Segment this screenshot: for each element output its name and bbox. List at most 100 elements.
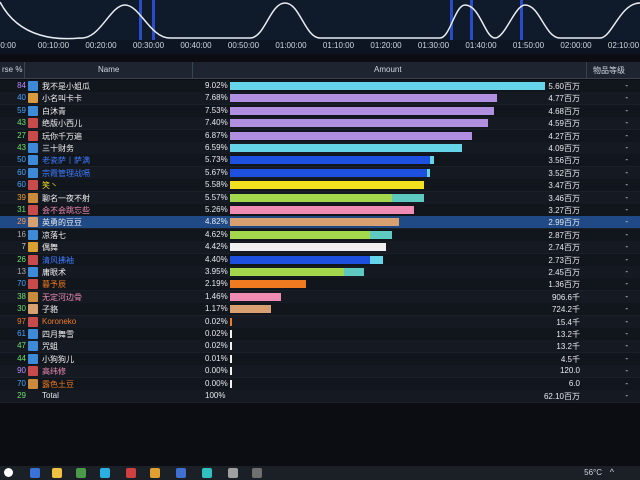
percent-value: 0.00%: [205, 366, 228, 376]
spec-icon: [28, 279, 38, 290]
amount-value: 3.56百万: [548, 156, 580, 166]
amount-value: 4.27百万: [548, 131, 580, 141]
item-level-value: -: [625, 155, 628, 165]
item-level-value: -: [625, 118, 628, 128]
browser-icon[interactable]: [100, 468, 110, 478]
item-level-value: -: [625, 353, 628, 363]
table-row[interactable]: 50 老瓷萨丨萨满 5.73% 3.56百万 -: [0, 154, 640, 168]
percent-value: 4.82%: [205, 217, 228, 227]
player-name: 白沐青: [42, 106, 66, 116]
amount-value: 4.59百万: [548, 119, 580, 129]
amount-bar: [230, 379, 232, 388]
amount-value: 4.5千: [560, 354, 580, 364]
table-row[interactable]: 44 小狗狗儿 0.01% 4.5千 -: [0, 352, 640, 366]
timeline-graph[interactable]: [0, 0, 640, 40]
table-row[interactable]: 38 无定河边骨 1.46% 906.6千 -: [0, 290, 640, 304]
table-row[interactable]: 39 聊名一夜不射 5.57% 3.46百万 -: [0, 191, 640, 205]
tray-expand-icon[interactable]: ^: [609, 467, 614, 477]
row-number: 13: [17, 267, 26, 276]
player-name: 老瓷萨丨萨满: [42, 156, 90, 166]
player-name: 无定河边骨: [42, 292, 82, 302]
app-icon[interactable]: [30, 468, 40, 478]
player-name: 宗霞管理战嗝: [42, 168, 90, 178]
total-row[interactable]: 29 Total 100% 62.10百万 -: [0, 390, 640, 403]
amount-value: 15.4千: [556, 317, 580, 327]
spec-icon: [28, 366, 38, 377]
table-row[interactable]: 43 三十财务 6.59% 4.09百万 -: [0, 142, 640, 155]
folder-icon[interactable]: [52, 468, 62, 478]
table-row[interactable]: 70 暮予辰 2.19% 1.36百万 -: [0, 278, 640, 292]
timeline-svg: [0, 0, 640, 40]
row-number: 27: [17, 130, 26, 140]
app-icon[interactable]: [126, 468, 136, 478]
app-icon[interactable]: [176, 468, 186, 478]
table-row[interactable]: 90 高纬修 0.00% 120.0 -: [0, 365, 640, 379]
item-level-value: -: [625, 254, 628, 264]
item-level-value: -: [625, 143, 628, 152]
table-row[interactable]: 30 子貉 1.17% 724.2千 -: [0, 303, 640, 317]
row-number: 29: [17, 391, 26, 400]
start-icon[interactable]: [4, 468, 13, 477]
time-tick-label: 02:00:00: [560, 41, 592, 50]
table-row[interactable]: 7 偶舞 4.42% 2.74百万 -: [0, 241, 640, 255]
table-row[interactable]: 40 小名叫卡卡 7.68% 4.77百万 -: [0, 92, 640, 106]
item-level-value: -: [625, 366, 628, 376]
amount-bar: [230, 131, 472, 140]
table-row[interactable]: 26 清风拂袖 4.40% 2.73百万 -: [0, 253, 640, 267]
column-header-grade[interactable]: 物品等级: [593, 66, 625, 75]
amount-bar: [230, 342, 232, 351]
table-row[interactable]: 60 宗霞管理战嗝 5.67% 3.52百万 -: [0, 166, 640, 180]
table-row[interactable]: 43 绝版小西儿 7.40% 4.59百万 -: [0, 117, 640, 131]
player-name: 清风拂袖: [42, 255, 74, 265]
row-number: 39: [17, 192, 26, 202]
player-name: 高纬修: [42, 367, 66, 377]
item-level-value: -: [625, 378, 628, 388]
app-icon[interactable]: [76, 468, 86, 478]
cpu-temperature: 56°C: [584, 468, 602, 477]
time-tick-label: 00:50:00: [227, 41, 260, 50]
table-row[interactable]: 13 庸眼术 3.95% 2.45百万 -: [0, 266, 640, 279]
amount-bar: [230, 317, 232, 326]
row-number: 16: [17, 229, 26, 239]
column-header-num[interactable]: rse %: [2, 65, 23, 74]
app-icon[interactable]: [228, 468, 238, 478]
amount-value: 724.2千: [551, 305, 580, 315]
percent-value: 4.40%: [205, 254, 228, 264]
spec-icon: [28, 205, 38, 215]
table-row[interactable]: 27 玩你千万遍 6.87% 4.27百万 -: [0, 129, 640, 143]
row-number: 60: [17, 167, 26, 177]
app-icon[interactable]: [202, 468, 212, 478]
app-icon[interactable]: [150, 468, 160, 478]
timeline-marker: [139, 0, 142, 40]
spec-icon: [28, 130, 38, 141]
table-row[interactable]: 31 会不会跳忘些 5.26% 3.27百万 -: [0, 204, 640, 217]
time-tick-label: 01:50:00: [512, 41, 545, 50]
timeline-curve: [0, 1, 640, 40]
table-row[interactable]: 16 凉落七 4.62% 2.87百万 -: [0, 228, 640, 242]
row-number: 61: [17, 329, 26, 338]
amount-value: 3.47百万: [548, 181, 580, 191]
timeline-marker: [470, 0, 473, 40]
amount-bar: [230, 106, 494, 115]
table-row[interactable]: 61 四月舞雪 0.02% 13.2千 -: [0, 328, 640, 341]
table-row[interactable]: 59 白沐青 7.53% 4.68百万 -: [0, 104, 640, 118]
player-name: 凉落七: [42, 230, 66, 240]
table-row[interactable]: 70 露色土豆 0.00% 6.0 -: [0, 377, 640, 391]
amount-bar: [230, 156, 431, 165]
table-row[interactable]: 47 咒蛆 0.02% 13.2千 -: [0, 340, 640, 354]
amount-value: 906.6千: [551, 292, 580, 302]
app-icon[interactable]: [252, 468, 262, 478]
table-row[interactable]: 84 我不是小姐瓜 9.02% 5.60百万 -: [0, 80, 640, 93]
table-row[interactable]: 60 笑丶 5.58% 3.47百万 -: [0, 179, 640, 193]
item-level-value: -: [625, 205, 628, 214]
column-header-name[interactable]: Name: [98, 65, 120, 74]
table-row[interactable]: 29 英勇的豆豆 4.82% 2.99百万 -: [0, 216, 640, 230]
percent-value: 0.02%: [205, 316, 228, 326]
column-header-amount[interactable]: Amount: [374, 65, 402, 74]
row-number: 31: [17, 205, 26, 214]
percent-value: 6.87%: [205, 130, 228, 140]
row-number: 26: [17, 254, 26, 264]
player-name: Koroneko: [42, 316, 77, 326]
table-row[interactable]: 97 Koroneko 0.02% 15.4千 -: [0, 315, 640, 329]
spec-icon: [28, 242, 38, 253]
